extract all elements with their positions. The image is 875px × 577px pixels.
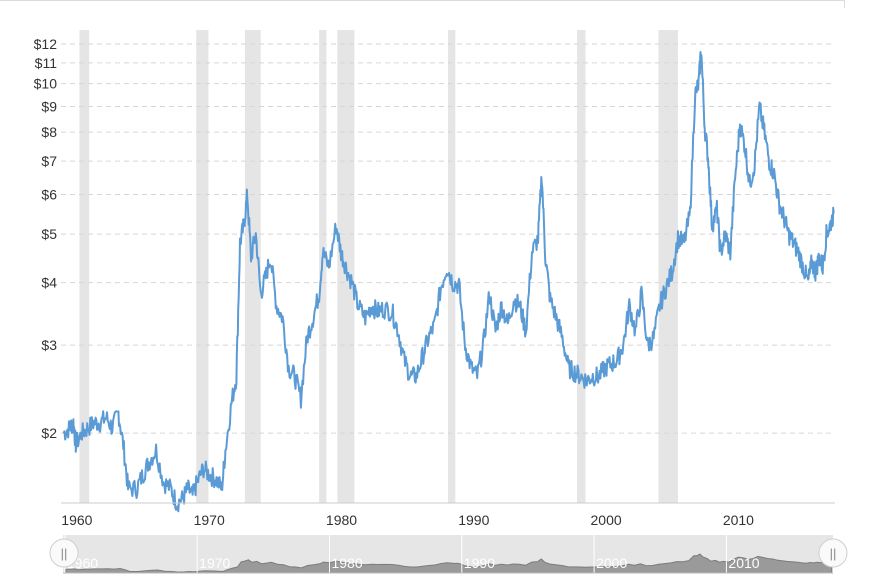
navigator-labels: 1960 1970 1980 1990 2000 2010 (64, 535, 760, 573)
y-tick-label: $2 (41, 425, 57, 441)
recession-bands (79, 30, 678, 503)
range-navigator[interactable]: 1960 1970 1980 1990 2000 2010 || || (49, 535, 848, 574)
x-tick-label: 1960 (61, 512, 92, 528)
y-tick-label: $6 (41, 187, 57, 203)
y-tick-label: $10 (34, 76, 58, 92)
recession-band (244, 30, 261, 503)
navigator-left-handle[interactable]: || (49, 538, 79, 568)
left-handle-grip: || (61, 546, 68, 561)
y-tick-label: $3 (41, 337, 57, 353)
top-border (0, 0, 844, 1)
x-tick-label: 1980 (326, 512, 357, 528)
recession-band (79, 30, 90, 503)
y-tick-label: $11 (35, 55, 58, 71)
recession-band (196, 30, 209, 503)
navigator-year-label: 2010 (728, 555, 759, 571)
y-tick-label: $5 (41, 226, 57, 242)
price-series-line (62, 51, 835, 513)
x-tick-label: 2000 (591, 512, 622, 528)
y-axis-labels: $2 $3 $4 $5 $6 $7 $8 $9 $10 $11 $12 (34, 36, 58, 441)
navigator-year-label: 2000 (596, 555, 627, 571)
y-tick-label: $9 (41, 98, 57, 114)
navigator-series-area (65, 553, 833, 574)
y-tick-label: $8 (41, 124, 57, 140)
recession-band (658, 30, 678, 503)
navigator-year-label: 1970 (199, 555, 230, 571)
right-handle-grip: || (830, 546, 837, 561)
recession-band (448, 30, 456, 503)
x-tick-label: 1990 (458, 512, 489, 528)
navigator-year-label: 1990 (464, 555, 495, 571)
y-tick-label: $12 (34, 36, 58, 52)
top-border-corner (844, 0, 845, 8)
y-gridlines (61, 43, 835, 434)
y-tick-label: $4 (41, 275, 57, 291)
navigator-right-handle[interactable]: || (818, 538, 848, 568)
recession-band (577, 30, 586, 503)
x-tick-label: 2010 (723, 512, 754, 528)
x-tick-label: 1970 (194, 512, 225, 528)
x-axis-labels: 1960 1970 1980 1990 2000 2010 (61, 512, 754, 528)
y-tick-label: $7 (41, 153, 57, 169)
navigator-year-label: 1980 (331, 555, 362, 571)
